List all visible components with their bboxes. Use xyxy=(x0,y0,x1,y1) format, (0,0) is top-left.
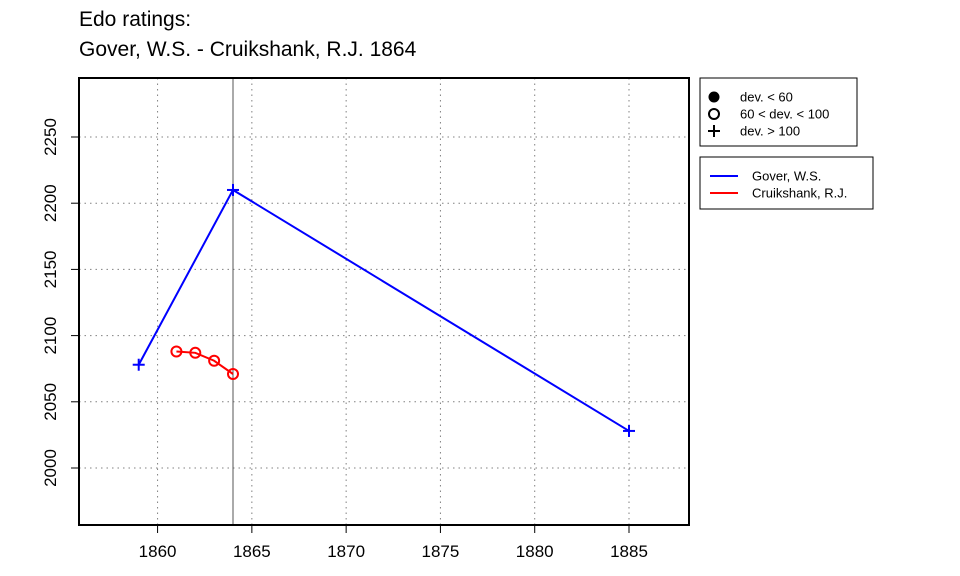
series-1-line xyxy=(176,350,234,375)
legend-group: dev. < 60 60 < dev. < 100 dev. > 100 Gover,… xyxy=(699,77,874,210)
x-tick-label-1870: 1870 xyxy=(327,542,365,561)
marker-legend-symbol-2 xyxy=(708,125,720,137)
chart-title-line-1: Edo ratings: xyxy=(79,8,192,31)
y-tick-label-2200: 2200 xyxy=(41,184,60,222)
marker-legend-symbol-0 xyxy=(708,91,720,103)
marker-legend-label-2: dev. > 100 xyxy=(740,124,800,139)
marker-legend-box xyxy=(699,77,858,147)
y-tick-label-2000: 2000 xyxy=(41,449,60,487)
y-tick-label-2150: 2150 xyxy=(41,250,60,288)
series-1-point-3 xyxy=(227,367,239,380)
x-tick-label-1865: 1865 xyxy=(233,542,271,561)
marker-legend-symbol-1 xyxy=(708,108,720,120)
series-legend-label-1: Cruikshank, R.J. xyxy=(752,186,847,201)
x-tick-label-1875: 1875 xyxy=(422,542,460,561)
x-tick-label-1880: 1880 xyxy=(516,542,554,561)
series-0-point-2 xyxy=(623,424,635,437)
x-tick-label-1860: 1860 xyxy=(139,542,177,561)
grid-lines xyxy=(79,78,689,525)
plot-frame xyxy=(78,77,690,526)
series-0-line xyxy=(137,188,630,432)
series-1-point-1 xyxy=(189,346,202,359)
series-legend-box xyxy=(699,156,874,210)
x-tick-label-1885: 1885 xyxy=(610,542,648,561)
y-tick-label-2250: 2250 xyxy=(41,118,60,156)
y-tick-label-2100: 2100 xyxy=(41,317,60,355)
series-group xyxy=(132,183,635,437)
chart-title-line-2: Gover, W.S. - Cruikshank, R.J. 1864 xyxy=(79,38,417,61)
axes-group: 1860 1865 1870 1875 1880 1885 2000 2050 2100 2150… xyxy=(41,118,648,561)
series-1-point-0 xyxy=(170,345,183,358)
y-tick-label-2050: 2050 xyxy=(41,383,60,421)
series-1-point-2 xyxy=(208,354,221,367)
series-0-point-1 xyxy=(227,183,239,196)
marker-legend-label-0: dev. < 60 xyxy=(740,90,793,105)
series-legend-label-0: Gover, W.S. xyxy=(752,169,821,184)
series-0-point-0 xyxy=(132,358,145,371)
marker-legend-label-1: 60 < dev. < 100 xyxy=(740,107,829,122)
